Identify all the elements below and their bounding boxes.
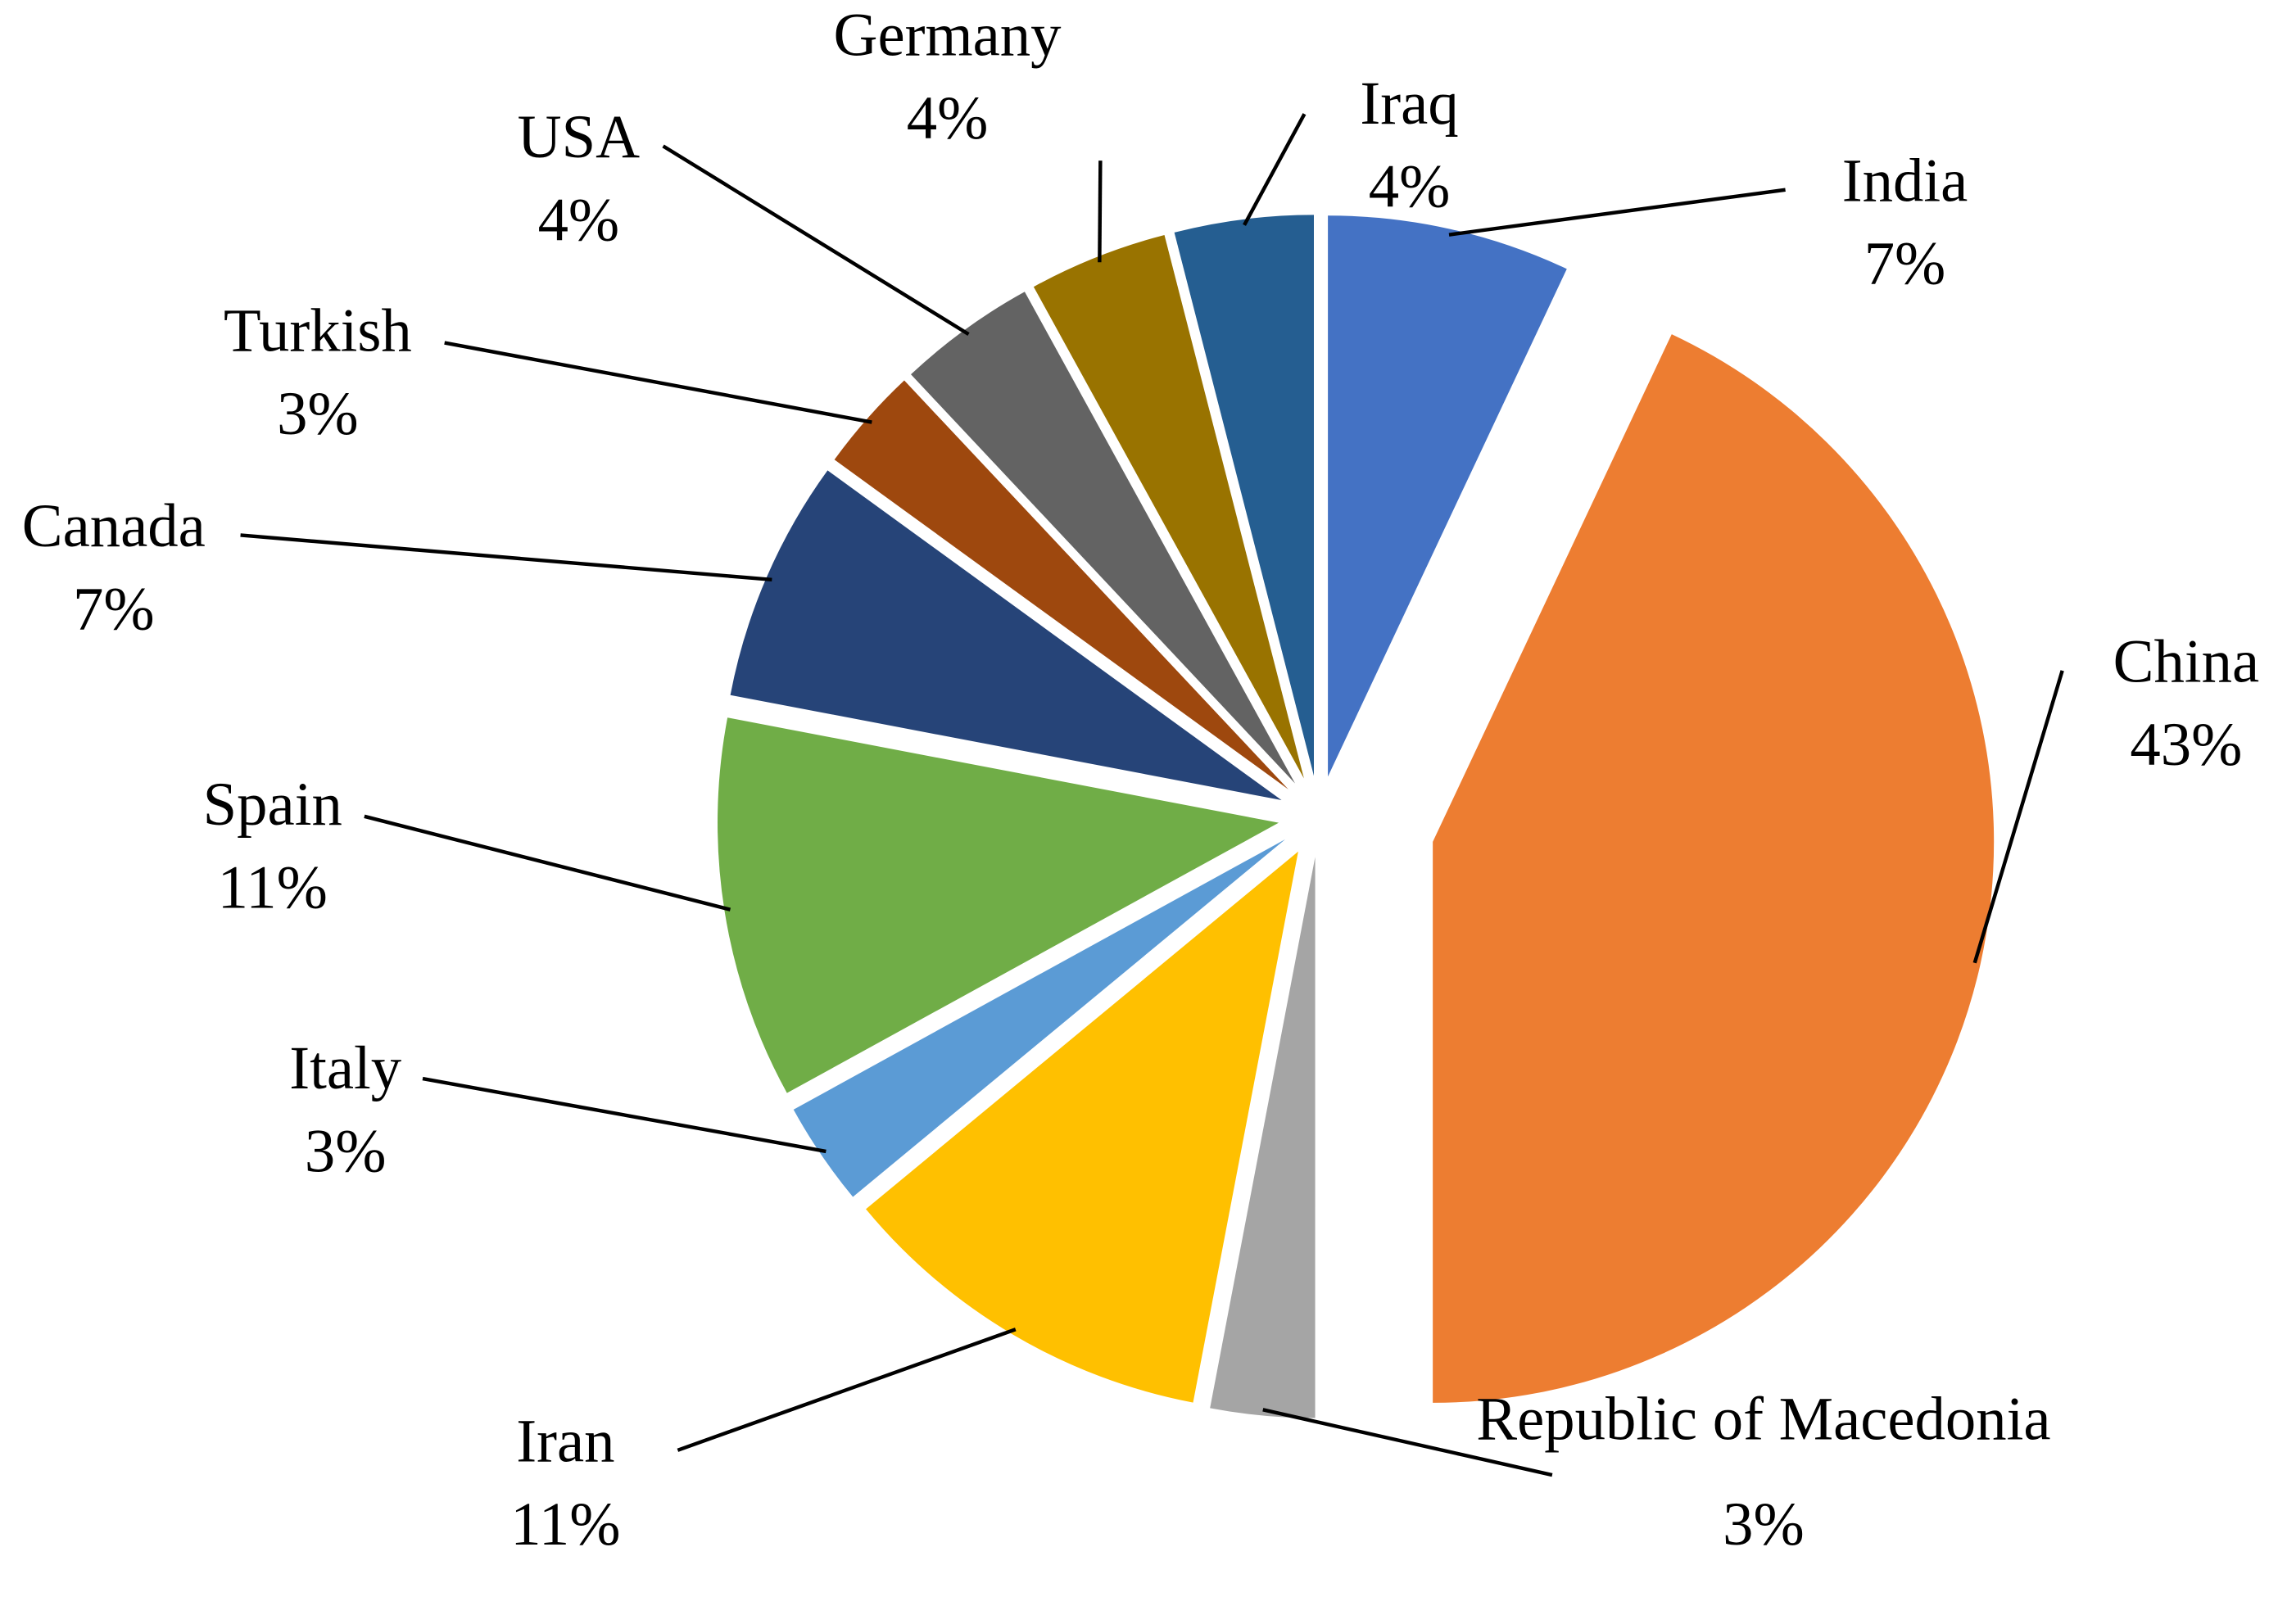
leader-line [1448,188,1786,237]
slice-value-label: 43% [2130,711,2242,779]
slice-label: USA [518,103,641,171]
slice-value-label: 11% [510,1491,620,1558]
leader-line [677,1328,1017,1452]
pie-slice [1433,334,1995,1403]
pie-slice [834,380,1288,789]
pie-slice [1033,235,1304,779]
leader-line [1262,1408,1553,1477]
slice-label: Spain [203,771,342,839]
slice-value-label: 3% [305,1117,387,1185]
pie-slice [1174,215,1314,776]
slice-label: Turkish [224,297,412,365]
leader-line [1098,161,1103,263]
leader-line [364,814,731,912]
slice-label: India [1842,147,1968,215]
slice-label: China [2113,627,2259,695]
pie-slice [730,470,1282,801]
slice-value-label: 7% [1864,230,1946,298]
leader-line [1243,113,1307,226]
slice-label: Italy [289,1034,402,1102]
slice-label: Canada [22,492,206,560]
leader-line [1972,670,2064,964]
pie-slice [1210,857,1316,1418]
slice-value-label: 11% [218,853,328,921]
slice-value-label: 7% [73,575,155,643]
pie-slice [793,839,1286,1197]
slice-label: Iran [516,1407,614,1475]
slice-value-label: 3% [1723,1491,1805,1558]
leader-line [240,533,772,582]
slice-value-label: 4% [1369,152,1451,220]
pie-slice [1328,215,1567,777]
leader-line [444,341,872,424]
slice-label: Republic of Macedonia [1476,1386,2050,1454]
slice-label: Iraq [1360,70,1458,138]
slice-value-label: 4% [538,186,620,254]
slice-value-label: 3% [277,380,359,448]
slice-value-label: 4% [907,84,989,152]
slice-label: Germany [834,1,1062,69]
pie-slice [866,851,1298,1403]
leader-line [422,1076,827,1154]
leader-line [662,144,970,336]
pie-slice [718,717,1279,1093]
pie-slice [911,292,1295,784]
